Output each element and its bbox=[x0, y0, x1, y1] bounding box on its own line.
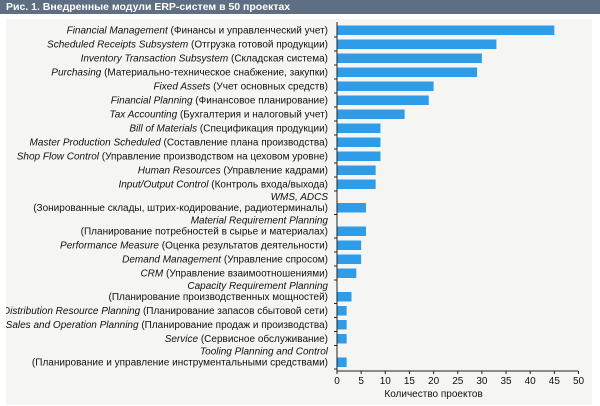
category-label: Distribution Resource Planning (Планиров… bbox=[6, 305, 328, 317]
bar bbox=[337, 334, 347, 344]
bar bbox=[337, 240, 362, 250]
category-labels: Financial Management (Финансы и управлен… bbox=[6, 26, 329, 369]
category-label: Demand Management (Управление спросом) bbox=[122, 255, 328, 266]
category-label-en: Material Requirement Planning bbox=[191, 216, 329, 227]
x-tick-label: 5 bbox=[358, 376, 364, 387]
category-label: Purchasing (Материально-техническое снаб… bbox=[51, 67, 328, 79]
bar bbox=[337, 67, 478, 77]
category-label: Service (Сервисное обслуживание) bbox=[165, 333, 328, 345]
bar bbox=[337, 268, 357, 278]
bar bbox=[337, 53, 482, 63]
x-tick-label: 45 bbox=[549, 376, 561, 387]
bar bbox=[337, 39, 497, 49]
x-axis: 0 5 10 15 20 25 30 35 40 45 50 Количество проектов bbox=[334, 22, 584, 400]
bar bbox=[337, 25, 555, 35]
x-tick-label: 0 bbox=[334, 376, 340, 387]
category-label: Input/Output Control (Контроль входа/вых… bbox=[118, 180, 328, 191]
bar bbox=[337, 357, 347, 367]
x-tick-label: 40 bbox=[525, 376, 537, 387]
plot-panel: Financial Management (Финансы и управлен… bbox=[6, 19, 592, 405]
figure-title: Рис. 1. Внедренные модули ERP-систем в 5… bbox=[6, 1, 291, 13]
x-tick-label: 35 bbox=[500, 376, 512, 387]
bar bbox=[337, 320, 347, 330]
bar bbox=[337, 254, 362, 264]
bar-chart: Financial Management (Финансы и управлен… bbox=[6, 22, 584, 400]
x-tick-label: 15 bbox=[404, 376, 416, 387]
category-label-ru: (Планирование и управление инструменталь… bbox=[32, 358, 328, 369]
bar bbox=[337, 81, 434, 91]
category-label: Inventory Transaction Subsystem (Складск… bbox=[81, 54, 328, 65]
category-label: Shop Flow Control (Управление производст… bbox=[17, 152, 328, 163]
bar bbox=[337, 179, 376, 189]
bar bbox=[337, 109, 405, 119]
bar bbox=[337, 151, 381, 161]
bar bbox=[337, 226, 366, 236]
category-label: Financial Planning (Финансовое планирова… bbox=[111, 96, 328, 107]
x-tick-label: 30 bbox=[476, 376, 488, 387]
x-axis-title: Количество проектов bbox=[384, 389, 482, 400]
category-label-ru: (Планирование производственных мощностей… bbox=[109, 292, 329, 303]
bar bbox=[337, 95, 429, 105]
category-label: Financial Management (Финансы и управлен… bbox=[67, 26, 328, 37]
category-label-ru: (Зонированные склады, штрих-кодирование,… bbox=[33, 203, 328, 214]
category-label-en: Capacity Requirement Planning bbox=[187, 281, 328, 292]
title-bar: Рис. 1. Внедренные модули ERP-систем в 5… bbox=[0, 0, 600, 14]
bar bbox=[337, 165, 376, 175]
x-tick-label: 25 bbox=[452, 376, 464, 387]
bar bbox=[337, 123, 381, 133]
bar bbox=[337, 292, 352, 302]
category-label: Bill of Materials (Спецификация продукци… bbox=[129, 123, 328, 135]
category-label: Fixed Assets (Учет основных средств) bbox=[153, 82, 328, 93]
bars bbox=[337, 25, 555, 367]
category-label: Performance Measure (Оценка результатов … bbox=[60, 241, 328, 252]
category-label-en: Tooling Planning and Control bbox=[200, 347, 329, 358]
category-label: Human Resources (Управление кадрами) bbox=[138, 166, 328, 177]
category-label: Master Production Scheduled (Составление… bbox=[30, 138, 328, 149]
category-label: CRM (Управление взаимоотношениями) bbox=[140, 269, 328, 280]
x-tick-label: 50 bbox=[573, 376, 585, 387]
bar bbox=[337, 203, 366, 213]
x-tick-label: 20 bbox=[428, 376, 440, 387]
category-label-en: WMS, ADCS bbox=[271, 192, 329, 203]
category-label: Scheduled Receipts Subsystem (Отгрузка г… bbox=[47, 40, 328, 51]
category-label: Tax Accounting (Бухгалтерия и налоговый … bbox=[110, 110, 328, 121]
bar bbox=[337, 306, 347, 316]
category-label-ru: (Планирование потребностей в сырье и мат… bbox=[81, 226, 328, 238]
category-label: Sales and Operation Planning (Планирован… bbox=[6, 320, 328, 331]
x-tick-label: 10 bbox=[380, 376, 392, 387]
bar bbox=[337, 137, 381, 147]
